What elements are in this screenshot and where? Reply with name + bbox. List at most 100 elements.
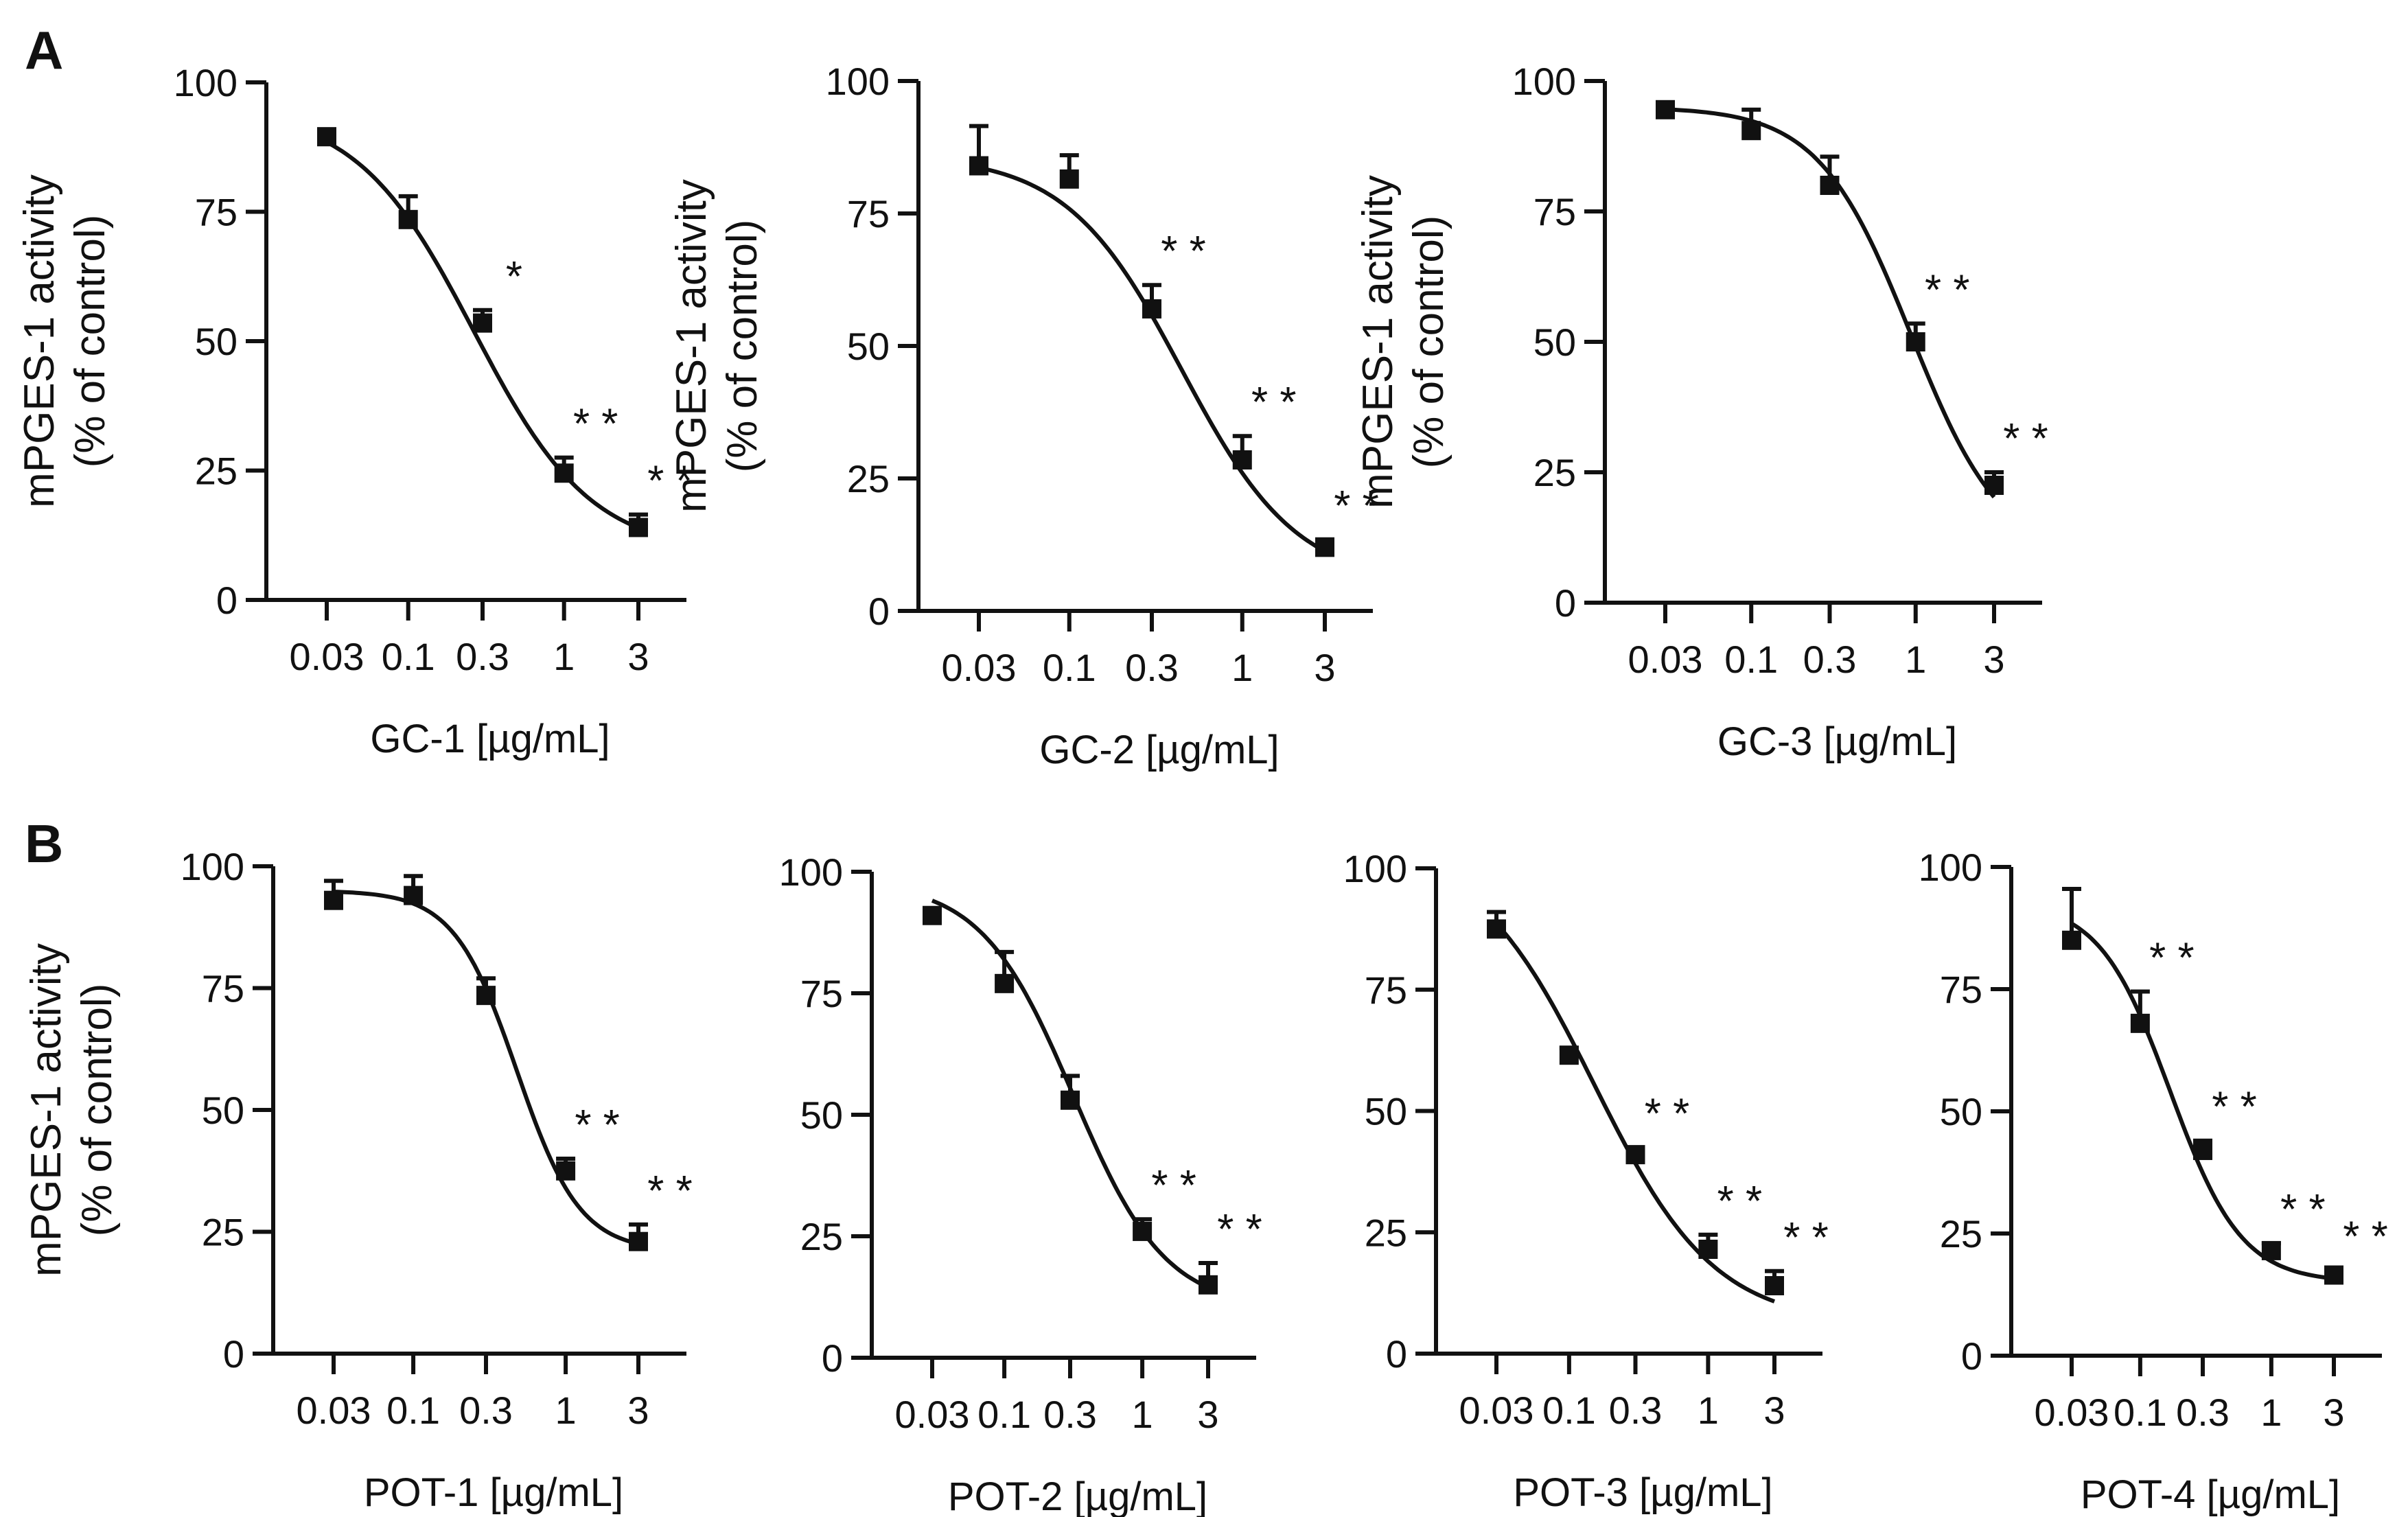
x-tick-label: 1 <box>2260 1391 2282 1434</box>
x-tick-label: 3 <box>1983 638 2004 681</box>
x-axis-title: POT-1 [µg/mL] <box>364 1470 623 1515</box>
y-tick-label: 0 <box>1555 581 1576 625</box>
significance-marker: * * <box>2149 935 2194 982</box>
data-point <box>2062 930 2081 950</box>
data-point <box>1625 1145 1645 1165</box>
x-tick-label: 0.3 <box>1803 638 1857 681</box>
panel-letter-a: A <box>25 20 63 80</box>
x-tick-label: 0.3 <box>456 635 509 678</box>
x-tick-label: 0.03 <box>290 635 364 678</box>
x-axis-title: POT-4 [µg/mL] <box>2081 1472 2340 1517</box>
data-point <box>2261 1240 2281 1260</box>
y-tick-label: 75 <box>202 967 244 1010</box>
y-tick-label: 50 <box>195 320 238 363</box>
chart-6: 0 25 50 75 100 0.03 0.1 0.3 1 3 POT-3 [µg/mL] * * * … <box>1343 847 1829 1515</box>
data-point <box>1906 332 1925 351</box>
data-point <box>324 890 343 910</box>
y-tick-label: 0 <box>868 590 890 633</box>
y-tick-label: 25 <box>1365 1211 1407 1254</box>
y-tick-label: 75 <box>1533 190 1576 233</box>
y-tick-label: 0 <box>822 1336 843 1380</box>
x-tick-label: 0.1 <box>386 1389 440 1432</box>
significance-marker: * <box>506 253 522 301</box>
x-tick-label: 1 <box>553 635 575 678</box>
y-tick-label: 100 <box>1919 846 1982 889</box>
data-point <box>404 885 424 905</box>
x-tick-label: 1 <box>1905 638 1926 681</box>
significance-marker: * * <box>2212 1084 2256 1131</box>
chart-1: 0 25 50 75 100 0.03 0.1 0.3 1 3 GC-1 [µg/mL] mPGES-… <box>16 61 693 761</box>
y-tick-label: 25 <box>1533 451 1576 494</box>
significance-marker: * * <box>1645 1091 1689 1138</box>
data-point <box>1133 1221 1153 1241</box>
y-tick-label: 75 <box>847 192 890 235</box>
data-point <box>1765 1276 1784 1296</box>
chart-5: 0 25 50 75 100 0.03 0.1 0.3 1 3 POT-2 [µg/mL] * * * … <box>779 850 1262 1517</box>
data-point <box>1820 176 1840 195</box>
x-tick-label: 0.3 <box>459 1389 513 1432</box>
data-point <box>1487 919 1506 939</box>
y-axis-title-line: (% of control) <box>73 984 121 1237</box>
data-point <box>1656 100 1675 119</box>
significance-marker: * * <box>1217 1206 1262 1253</box>
x-tick-label: 0.3 <box>2176 1391 2230 1434</box>
x-axis-title: POT-2 [µg/mL] <box>948 1474 1207 1517</box>
y-tick-label: 100 <box>1512 60 1576 103</box>
y-tick-label: 75 <box>1940 968 1982 1011</box>
y-tick-label: 75 <box>800 972 843 1015</box>
x-axis-title: GC-1 [µg/mL] <box>370 717 610 761</box>
y-tick-label: 100 <box>826 60 890 103</box>
y-tick-label: 50 <box>1533 321 1576 364</box>
x-tick-label: 0.03 <box>1628 638 1703 681</box>
y-axis-title-line: (% of control) <box>1405 216 1452 469</box>
x-tick-label: 0.3 <box>1609 1389 1663 1432</box>
y-tick-label: 75 <box>195 191 238 234</box>
data-point <box>629 518 648 537</box>
data-point <box>1315 537 1334 557</box>
significance-marker: * * <box>1334 483 1378 530</box>
data-point <box>1984 476 2004 495</box>
y-axis-title-line: mPGES-1 activity <box>23 943 70 1277</box>
fit-curve <box>325 140 640 530</box>
data-point <box>1232 450 1252 470</box>
x-tick-label: 0.03 <box>1459 1389 1534 1432</box>
data-point <box>476 986 496 1006</box>
x-tick-label: 1 <box>1132 1393 1153 1436</box>
y-tick-label: 0 <box>1961 1334 1982 1378</box>
x-tick-label: 0.1 <box>1542 1389 1596 1432</box>
significance-marker: * * <box>1717 1178 1762 1225</box>
data-point <box>556 1161 576 1181</box>
x-tick-label: 0.1 <box>1043 646 1096 689</box>
y-axis-title-line: mPGES-1 activity <box>16 174 63 508</box>
x-tick-label: 1 <box>1698 1389 1719 1432</box>
x-tick-label: 0.1 <box>1724 638 1778 681</box>
y-tick-label: 25 <box>800 1215 843 1258</box>
data-point <box>629 1231 648 1251</box>
significance-marker: * * <box>1925 266 1969 314</box>
x-tick-label: 3 <box>627 635 649 678</box>
chart-3: 0 25 50 75 100 0.03 0.1 0.3 1 3 GC-3 [µg/mL] mPGES-… <box>1354 60 2048 764</box>
data-point <box>317 127 336 147</box>
x-tick-label: 0.03 <box>895 1393 970 1436</box>
data-point <box>1559 1045 1579 1065</box>
data-point <box>1741 121 1761 141</box>
fit-curve <box>1494 922 1776 1304</box>
significance-marker: * * <box>1783 1214 1828 1262</box>
y-tick-label: 100 <box>779 850 843 894</box>
x-tick-label: 3 <box>1763 1389 1785 1432</box>
y-tick-label: 0 <box>216 579 238 622</box>
y-tick-label: 25 <box>195 450 238 493</box>
panel-letter-b: B <box>25 813 63 874</box>
y-tick-label: 100 <box>1343 847 1407 890</box>
y-tick-label: 25 <box>202 1211 244 1254</box>
data-point <box>1061 1090 1080 1110</box>
y-tick-label: 50 <box>800 1093 843 1137</box>
data-point <box>1698 1239 1718 1259</box>
x-tick-label: 3 <box>1314 646 1335 689</box>
y-tick-label: 100 <box>174 61 238 104</box>
significance-marker: * * <box>1251 379 1296 426</box>
y-tick-label: 0 <box>1386 1332 1407 1376</box>
y-tick-label: 50 <box>1940 1090 1982 1133</box>
